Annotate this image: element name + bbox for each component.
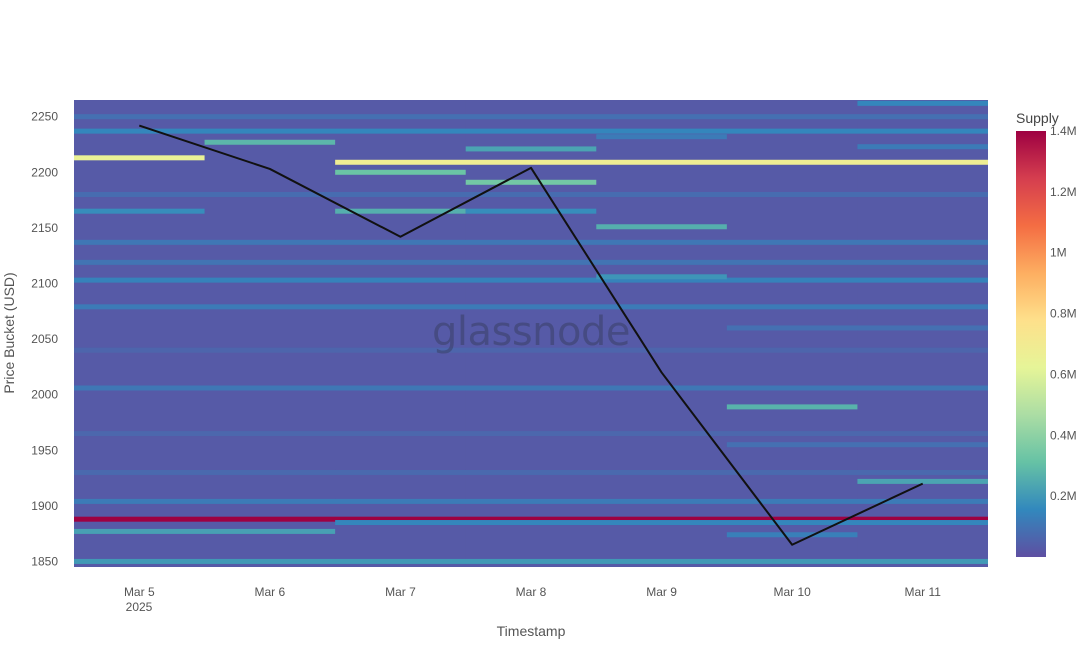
- colorbar-tick-label: 0.6M: [1050, 367, 1077, 381]
- y-tick-label: 2150: [31, 221, 58, 235]
- colorbar: [1016, 131, 1046, 557]
- y-tick-label: 1950: [31, 443, 58, 457]
- heatmap-band: [74, 155, 205, 161]
- heatmap-band: [74, 192, 988, 198]
- heatmap-band: [596, 274, 727, 280]
- heatmap-band: [204, 139, 336, 145]
- heatmap-band: [74, 498, 988, 504]
- heatmap-band: [465, 179, 597, 185]
- y-axis-ticks: 1850 1900 1950 2000 2050 2100 2150 2200 2250: [31, 110, 58, 569]
- heatmap-band: [857, 144, 988, 150]
- heatmap-band: [74, 239, 988, 245]
- heatmap-band: [335, 208, 466, 214]
- y-tick-label: 2000: [31, 388, 58, 402]
- heatmap-band: [335, 159, 988, 165]
- heatmap-band: [74, 259, 988, 265]
- heatmap-column: [74, 100, 206, 567]
- colorbar-tick-label: 0.4M: [1050, 428, 1077, 442]
- colorbar-title: Supply: [1016, 110, 1059, 126]
- x-axis-title: Timestamp: [497, 623, 566, 639]
- watermark: glassnode: [432, 309, 630, 355]
- heatmap-cells: [74, 100, 988, 567]
- x-tick-label: Mar 10: [773, 585, 811, 599]
- heatmap-band: [74, 128, 988, 134]
- price-line-layer: [138, 124, 924, 546]
- heatmap-band: [74, 114, 988, 120]
- colorbar-tick-label: 1M: [1050, 246, 1067, 260]
- heatmap-band: [74, 528, 336, 534]
- colorbar-tick-label: 0.2M: [1050, 489, 1077, 503]
- colorbar-ticks: 0.2M 0.4M 0.6M 0.8M 1M 1.2M 1.4M: [1050, 124, 1077, 503]
- heatmap-band: [726, 442, 988, 448]
- heatmap-band: [74, 469, 988, 475]
- heatmap-band: [726, 325, 988, 331]
- heatmap-column: [204, 100, 336, 567]
- x-tick-label: Mar 8: [516, 585, 547, 599]
- x-tick-label: Mar 6: [255, 585, 286, 599]
- colorbar-tick-label: 1.2M: [1050, 185, 1077, 199]
- x-tick-label: Mar 9: [646, 585, 677, 599]
- heatmap-band: [74, 516, 988, 522]
- heatmap-column: [465, 100, 597, 567]
- y-axis-title: Price Bucket (USD): [1, 272, 17, 393]
- heatmap-band: [74, 208, 205, 214]
- heatmap-band: [857, 100, 988, 106]
- heatmap-band: [335, 520, 988, 526]
- heatmap-band: [74, 277, 988, 283]
- heatmap-column: [857, 100, 988, 567]
- x-tick-label: Mar 7: [385, 585, 416, 599]
- heatmap-band: [465, 146, 597, 152]
- y-tick-label: 2050: [31, 332, 58, 346]
- x-tick-label: Mar 11: [904, 585, 941, 599]
- heatmap-column: [726, 100, 859, 567]
- x-tick-label: Mar 5: [124, 585, 155, 599]
- x-year-label: 2025: [126, 600, 153, 614]
- heatmap-band: [74, 385, 988, 391]
- y-tick-label: 2100: [31, 276, 58, 290]
- y-tick-label: 1900: [31, 499, 58, 513]
- y-tick-label: 1850: [31, 554, 58, 568]
- heatmap-column: [596, 100, 728, 567]
- heatmap-band: [74, 558, 988, 564]
- colorbar-tick-label: 1.4M: [1050, 124, 1077, 138]
- colorbar-tick-label: 0.8M: [1050, 307, 1077, 321]
- heatmap-band: [335, 169, 466, 175]
- heatmap-band: [465, 208, 597, 214]
- heatmap-band: [596, 134, 727, 140]
- heatmap-band: [726, 404, 858, 410]
- heatmap-band: [857, 478, 988, 484]
- heatmap-band: [74, 304, 988, 310]
- heatmap-column: [335, 100, 467, 567]
- heatmap-band: [726, 532, 858, 538]
- heatmap-band: [74, 347, 988, 353]
- price-line: [138, 124, 924, 546]
- heatmap-band: [74, 431, 988, 437]
- heatmap-band: [596, 224, 727, 230]
- y-tick-label: 2250: [31, 110, 58, 124]
- y-tick-label: 2200: [31, 165, 58, 179]
- x-axis-ticks: Mar 5 Mar 6 Mar 7 Mar 8 Mar 9 Mar 10 Mar 11: [124, 585, 941, 599]
